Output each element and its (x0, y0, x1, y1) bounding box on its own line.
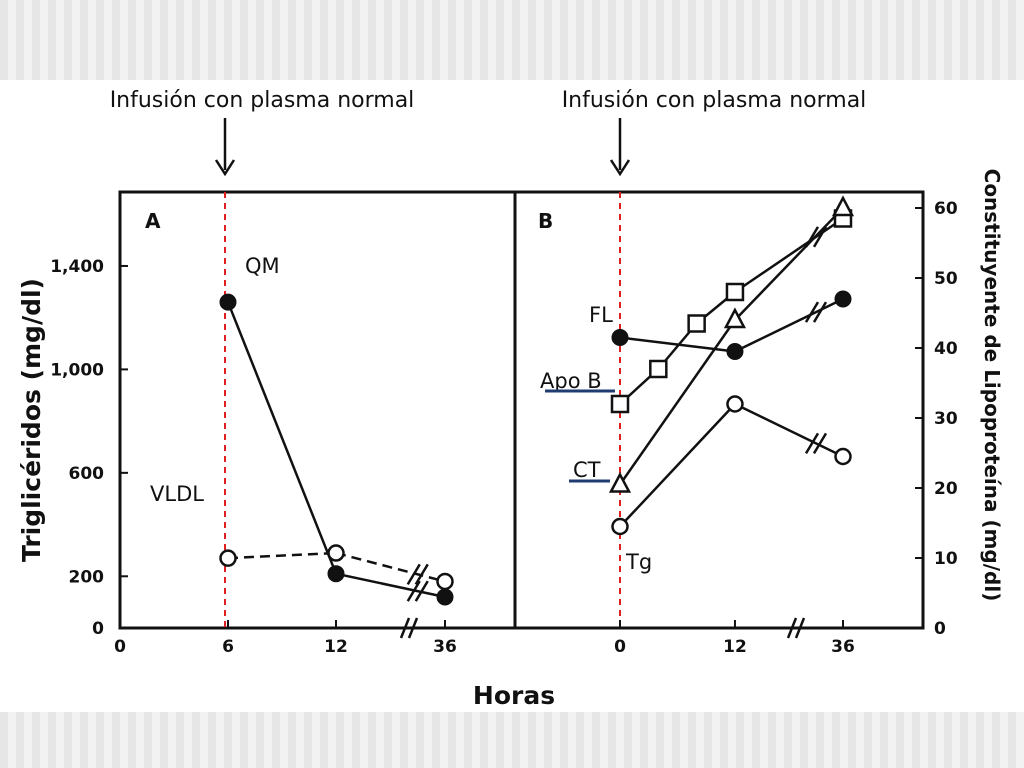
series-vldl-segment-0 (227, 551, 337, 560)
series-qm-segment-0 (226, 301, 338, 575)
series-qm-point-1 (327, 565, 345, 583)
series-ct-point-0 (608, 471, 632, 493)
series-apob-point-2 (687, 314, 706, 333)
series-tg-break-2 (812, 432, 828, 455)
series-ct-segment-0 (618, 319, 736, 486)
series-vldl-point-0 (219, 549, 237, 567)
axis-break-a-2 (407, 617, 419, 639)
x-tick-label-a-12: 12 (324, 637, 348, 657)
decorative-top-stripe (0, 0, 1024, 80)
series-fl-point-2 (834, 290, 852, 308)
panel-b-frame (513, 190, 925, 630)
series-qm-point-0 (219, 293, 237, 311)
series-tg-point-2 (834, 447, 852, 466)
y-tick-label-b-50: 50 (934, 269, 958, 289)
series-tg-break-1 (804, 432, 820, 455)
panel-b-letter: B (538, 209, 553, 233)
y-tick-label-a-4: 1,400 (50, 257, 104, 277)
y-axis-title-left: Triglicéridos (mg/dl) (17, 278, 46, 562)
x-tick-label-a-36: 36 (433, 637, 457, 657)
infusion-label-a: Infusión con plasma normal (110, 88, 415, 113)
series-vldl-point-1 (327, 544, 345, 562)
series-vldl-segment-1 (335, 551, 446, 583)
series-tg-point-0 (611, 517, 629, 536)
series-qm-break-1 (406, 580, 421, 602)
series-qm-segment-1 (335, 572, 446, 599)
series-tg-segment-1 (734, 402, 844, 458)
series-qm-break-2 (414, 580, 429, 602)
infusion-label-b: Infusión con plasma normal (562, 88, 867, 113)
y-tick-label-b-40: 40 (934, 339, 958, 359)
panel-a-letter: A (145, 209, 161, 233)
series-label-ct: CT (573, 458, 601, 482)
series-vldl-point-2 (436, 572, 454, 591)
y-tick-label-b-30: 30 (934, 409, 958, 429)
panel-a-frame (118, 190, 517, 630)
series-apob-segment-3 (734, 217, 844, 294)
y-tick-label-b-20: 20 (934, 479, 958, 499)
chart-marks: 0 6 12 36 0 200 600 1,000 1,400 0 12 36 0 10 20 30 40 50 6… (50, 195, 958, 657)
y-tick-label-b-10: 10 (934, 549, 958, 569)
series-tg-segment-0 (619, 403, 736, 528)
series-vldl-break-2 (414, 563, 429, 585)
series-fl-point-1 (726, 343, 744, 360)
series-ct-segment-1 (734, 207, 844, 321)
series-label-apob: Apo B (540, 369, 602, 393)
x-tick-label-b-0: 0 (614, 637, 626, 657)
y-axis-title-right: Constituyente de Lipoproteína (mg/dl) (980, 169, 1004, 602)
x-tick-label-b-12: 12 (723, 637, 747, 657)
x-axis-title: Horas (473, 681, 555, 710)
series-qm-point-2 (436, 588, 454, 606)
infusion-arrow-a (214, 118, 236, 177)
infusion-arrow-b (609, 118, 631, 177)
series-ct-point-1 (723, 307, 747, 329)
series-label-fl: FL (589, 303, 613, 327)
series-apob-point-0 (610, 394, 630, 414)
series-fl-point-0 (611, 329, 629, 346)
x-tick-label-a-0: 0 (114, 637, 126, 657)
series-fl-segment-1 (734, 297, 844, 353)
series-apob-point-1 (649, 359, 668, 379)
series-label-tg: Tg (625, 550, 652, 574)
y-tick-label-b-60: 60 (934, 199, 958, 219)
series-fl-break-1 (804, 301, 820, 323)
axis-break-a-1 (399, 617, 411, 639)
y-tick-label-a-3: 1,000 (50, 360, 104, 380)
x-tick-label-a-6: 6 (222, 637, 234, 657)
axis-break-b-1 (786, 617, 798, 639)
series-fl-break-2 (812, 301, 828, 323)
series-ct-point-2 (831, 195, 855, 217)
axis-break-b-2 (794, 617, 806, 639)
series-label-vldl: VLDL (150, 482, 204, 506)
series-tg-point-1 (726, 395, 744, 413)
series-vldl-break-1 (406, 563, 421, 585)
y-tick-label-a-2: 600 (69, 464, 105, 484)
y-tick-label-a-0: 0 (92, 619, 104, 639)
decorative-bottom-stripe (0, 712, 1024, 768)
series-apob-break-2 (812, 226, 828, 248)
x-tick-label-b-36: 36 (831, 637, 855, 657)
y-tick-label-a-1: 200 (69, 567, 105, 587)
series-label-qm: QM (245, 254, 280, 278)
series-apob-point-3 (725, 282, 745, 302)
y-tick-label-b-0: 0 (934, 619, 946, 639)
